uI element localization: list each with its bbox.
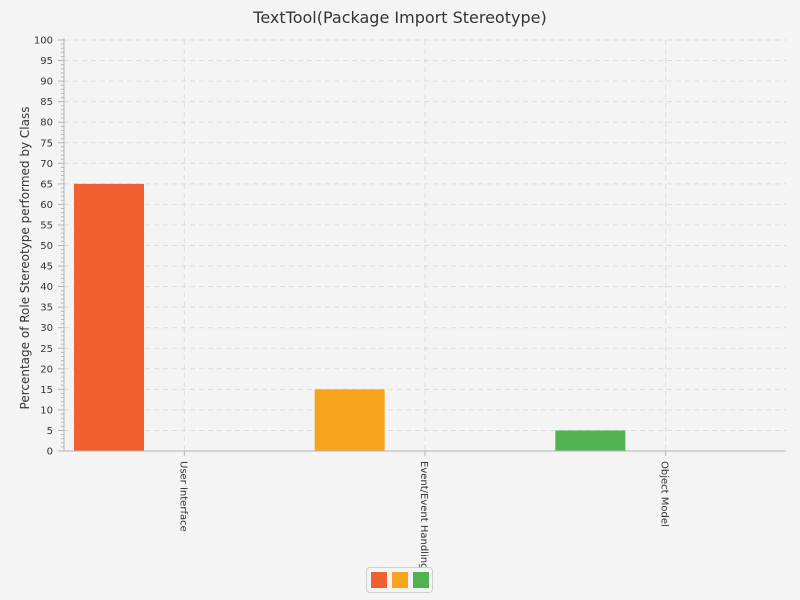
grid-lines	[64, 39, 786, 451]
legend-swatch	[370, 572, 387, 588]
y-tick-label: 85	[40, 97, 53, 108]
y-tick-label: 10	[40, 405, 53, 416]
y-tick-label: 40	[40, 282, 53, 293]
y-tick-label: 20	[40, 364, 53, 375]
y-tick-label: 65	[40, 179, 53, 190]
y-tick-label: 90	[40, 77, 53, 88]
y-tick-label: 0	[47, 447, 53, 458]
x-category-label: Object Model	[659, 461, 670, 527]
y-tick-label: 100	[34, 36, 53, 47]
y-tick-label: 70	[40, 159, 53, 170]
y-tick-label: 80	[40, 118, 53, 129]
y-tick-label: 45	[40, 262, 53, 273]
legend-swatch	[391, 572, 408, 588]
bar	[314, 389, 385, 451]
y-axis-label: Percentage of Role Stereotype performed …	[18, 107, 32, 410]
y-tick-label: 15	[40, 385, 53, 396]
y-tick-label: 95	[40, 56, 53, 67]
bar	[555, 430, 626, 451]
legend	[366, 567, 433, 593]
legend-swatch	[412, 572, 429, 588]
y-tick-label: 75	[40, 138, 53, 149]
y-tick-label: 50	[40, 241, 53, 252]
chart-title: TextTool(Package Import Stereotype)	[252, 8, 546, 27]
x-axis-ticks: User Interface Event/Event Handling Object…	[177, 451, 670, 569]
y-tick-label: 55	[40, 220, 53, 231]
bars	[74, 183, 626, 451]
y-tick-label: 35	[40, 303, 53, 314]
x-category-label: Event/Event Handling	[418, 461, 429, 569]
x-category-label: User Interface	[177, 461, 188, 532]
bar	[74, 183, 144, 451]
y-tick-label: 5	[47, 426, 53, 437]
y-tick-label: 25	[40, 344, 53, 355]
y-tick-label: 60	[40, 200, 53, 211]
y-axis-ticks: 0 5 10 15 20 25 30 35 40 45 50 55 60 65 70 75 80 85 90 95 10…	[34, 36, 64, 458]
y-tick-label: 30	[40, 323, 53, 334]
